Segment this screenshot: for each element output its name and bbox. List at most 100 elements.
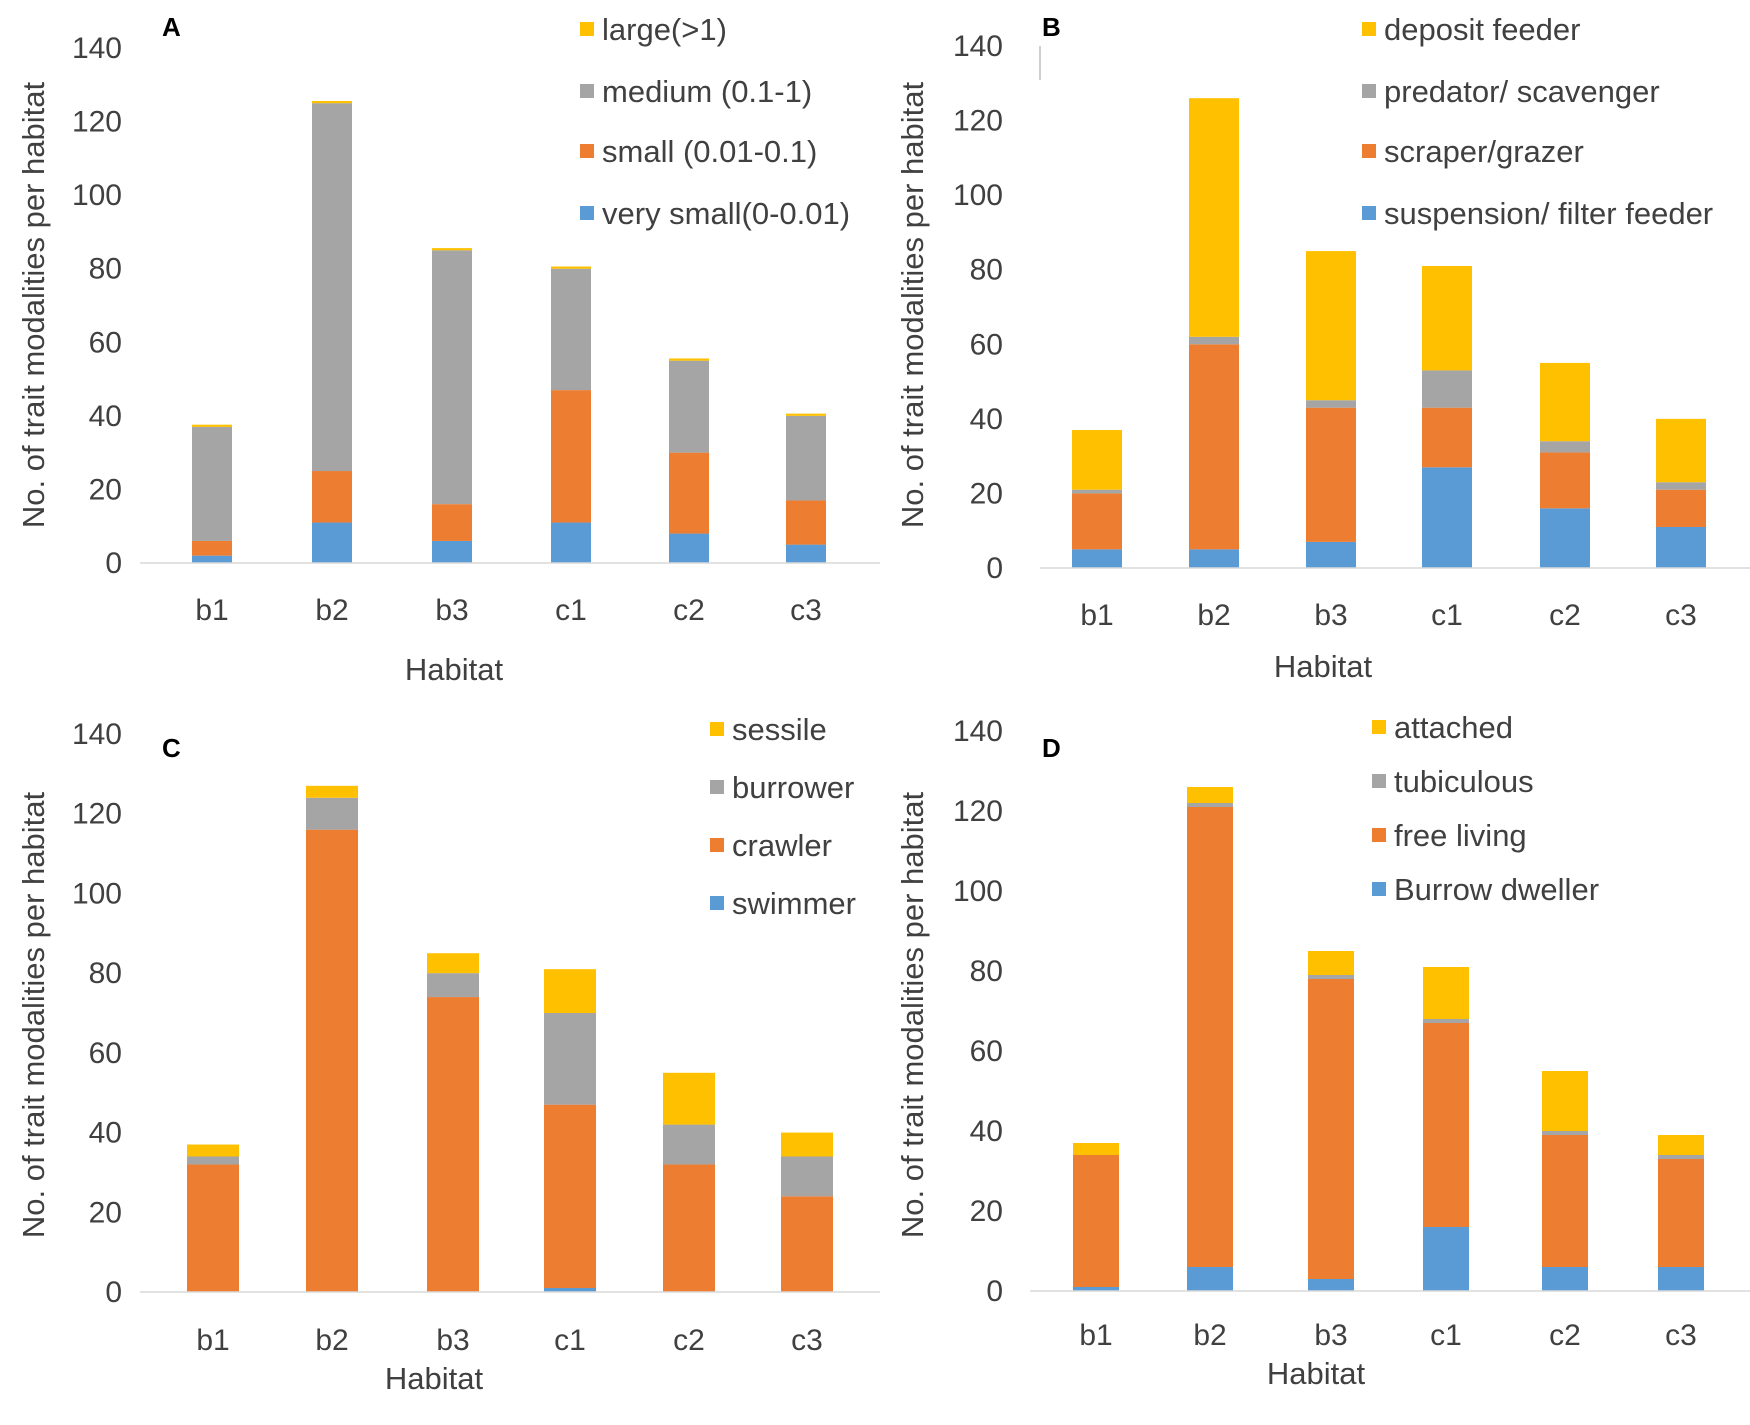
bar-c3-free-living bbox=[1658, 1159, 1704, 1267]
y-tick-label: 80 bbox=[89, 253, 122, 286]
chart-panel-b: B 0 20 40 60 80 100 120 140 b1 b2 b3 c1 c2 c3 Habitat No… bbox=[895, 12, 1750, 684]
bar-c2-deposit-feeder bbox=[1540, 362, 1590, 442]
legend-swatch bbox=[710, 896, 724, 910]
chart-panel-c: C 0 20 40 60 80 100 120 140 b1 b2 b3 c1 c2 c3 Habitat No… bbox=[16, 712, 880, 1396]
panel-letter: C bbox=[162, 733, 181, 763]
legend-label: suspension/ filter feeder bbox=[1384, 196, 1713, 231]
legend-label: very small(0-0.01) bbox=[602, 196, 850, 231]
y-tick-label: 20 bbox=[970, 1195, 1003, 1228]
x-axis-title: Habitat bbox=[1274, 649, 1373, 684]
x-tick-label: c3 bbox=[1665, 599, 1697, 632]
y-tick-label: 60 bbox=[970, 328, 1003, 361]
bar-c1-sessile bbox=[544, 969, 596, 1013]
bar-b3-attached bbox=[1308, 951, 1354, 975]
x-axis-title: Habitat bbox=[405, 652, 504, 687]
bar-c3-sessile bbox=[781, 1132, 833, 1157]
y-tick-label: 0 bbox=[986, 1275, 1003, 1308]
bar-c2-very-small-0-0-01 bbox=[669, 533, 709, 563]
y-tick-label: 0 bbox=[986, 552, 1003, 585]
legend-swatch bbox=[1372, 882, 1386, 896]
bar-c1-crawler bbox=[544, 1104, 596, 1289]
y-tick-label: 100 bbox=[953, 875, 1003, 908]
bar-b3-burrow-dweller bbox=[1308, 1279, 1354, 1291]
x-tick-label: b2 bbox=[1197, 599, 1230, 632]
bar-c3-burrow-dweller bbox=[1658, 1267, 1704, 1291]
legend-label: tubiculous bbox=[1394, 764, 1534, 799]
bar-c1-attached bbox=[1423, 967, 1469, 1019]
bar-c2-predator-scavenger bbox=[1540, 441, 1590, 453]
bar-b3-suspension-filter-feeder bbox=[1306, 541, 1356, 568]
bar-c2-free-living bbox=[1542, 1135, 1588, 1267]
y-tick-label: 120 bbox=[953, 795, 1003, 828]
panel-letter: B bbox=[1042, 12, 1061, 42]
legend-label: large(>1) bbox=[602, 12, 727, 47]
bar-b1-predator-scavenger bbox=[1072, 489, 1122, 494]
x-tick-label: b2 bbox=[315, 594, 348, 627]
bar-c1-free-living bbox=[1423, 1023, 1469, 1227]
legend-swatch bbox=[1372, 828, 1386, 842]
bar-b3-tubiculous bbox=[1308, 975, 1354, 979]
legend-swatch bbox=[1362, 206, 1376, 220]
bar-c1-deposit-feeder bbox=[1422, 265, 1472, 371]
bar-b1-scraper-grazer bbox=[1072, 493, 1122, 550]
x-tick-label: b1 bbox=[1080, 599, 1113, 632]
y-tick-label: 40 bbox=[970, 1115, 1003, 1148]
y-tick-label: 20 bbox=[89, 1196, 122, 1229]
x-tick-label: c3 bbox=[791, 1324, 823, 1357]
legend-label: crawler bbox=[732, 828, 832, 863]
legend-label: predator/ scavenger bbox=[1384, 74, 1660, 109]
legend-label: Burrow dweller bbox=[1394, 872, 1599, 907]
bar-b1-crawler bbox=[187, 1164, 239, 1292]
bar-b1-medium-0-1-1 bbox=[192, 426, 232, 541]
bar-c2-burrower bbox=[663, 1124, 715, 1165]
legend-swatch bbox=[710, 780, 724, 794]
bar-b3-medium-0-1-1 bbox=[432, 250, 472, 505]
bar-b3-small-0-01-0-1 bbox=[432, 504, 472, 541]
y-tick-label: 0 bbox=[105, 1276, 122, 1309]
bar-c1-tubiculous bbox=[1423, 1019, 1469, 1023]
x-tick-label: b3 bbox=[1314, 599, 1347, 632]
bar-c2-sessile bbox=[663, 1072, 715, 1125]
legend-label: burrower bbox=[732, 770, 854, 805]
bar-b1-attached bbox=[1073, 1143, 1119, 1155]
bar-c3-small-0-01-0-1 bbox=[786, 500, 826, 545]
y-tick-label: 60 bbox=[970, 1035, 1003, 1068]
bar-c3-burrower bbox=[781, 1156, 833, 1197]
y-axis-title: No. of trait modalities per habitat bbox=[16, 81, 51, 528]
bar-b2-small-0-01-0-1 bbox=[312, 471, 352, 523]
bar-b2-medium-0-1-1 bbox=[312, 103, 352, 472]
x-tick-label: c3 bbox=[790, 594, 822, 627]
panel-letter: D bbox=[1042, 733, 1061, 763]
bar-b2-attached bbox=[1187, 787, 1233, 803]
bar-c3-tubiculous bbox=[1658, 1155, 1704, 1159]
bar-c3-deposit-feeder bbox=[1656, 418, 1706, 483]
bar-b3-large-1 bbox=[432, 248, 472, 251]
x-tick-label: b1 bbox=[1079, 1319, 1112, 1352]
y-tick-label: 40 bbox=[89, 1117, 122, 1150]
legend-label: medium (0.1-1) bbox=[602, 74, 812, 109]
legend: sessile burrower crawler swimmer bbox=[710, 712, 856, 921]
bar-c3-large-1 bbox=[786, 413, 826, 416]
y-tick-label: 40 bbox=[970, 403, 1003, 436]
y-axis-title: No. of trait modalities per habitat bbox=[895, 81, 930, 528]
bar-b2-tubiculous bbox=[1187, 803, 1233, 807]
bar-b2-predator-scavenger bbox=[1189, 336, 1239, 345]
legend-swatch bbox=[1362, 22, 1376, 36]
x-tick-label: c1 bbox=[1431, 599, 1463, 632]
legend-swatch bbox=[580, 84, 594, 98]
legend: deposit feeder predator/ scavenger scraper… bbox=[1362, 12, 1713, 231]
x-tick-label: b3 bbox=[1314, 1319, 1347, 1352]
bar-c2-large-1 bbox=[669, 358, 709, 361]
bar-c2-burrow-dweller bbox=[1542, 1267, 1588, 1291]
legend-swatch bbox=[1362, 84, 1376, 98]
x-tick-label: c2 bbox=[1549, 1319, 1581, 1352]
y-tick-label: 20 bbox=[89, 473, 122, 506]
chart-panel-a: A 0 20 40 60 80 100 120 140 b1 b2 b3 c1 c2 c3 Habitat No… bbox=[16, 12, 880, 687]
x-tick-label: b2 bbox=[1193, 1319, 1226, 1352]
y-tick-label: 100 bbox=[953, 179, 1003, 212]
x-tick-label: b3 bbox=[435, 594, 468, 627]
legend: attached tubiculous free living Burrow dwel… bbox=[1372, 710, 1599, 907]
bar-c1-medium-0-1-1 bbox=[551, 268, 591, 391]
y-tick-label: 80 bbox=[970, 955, 1003, 988]
